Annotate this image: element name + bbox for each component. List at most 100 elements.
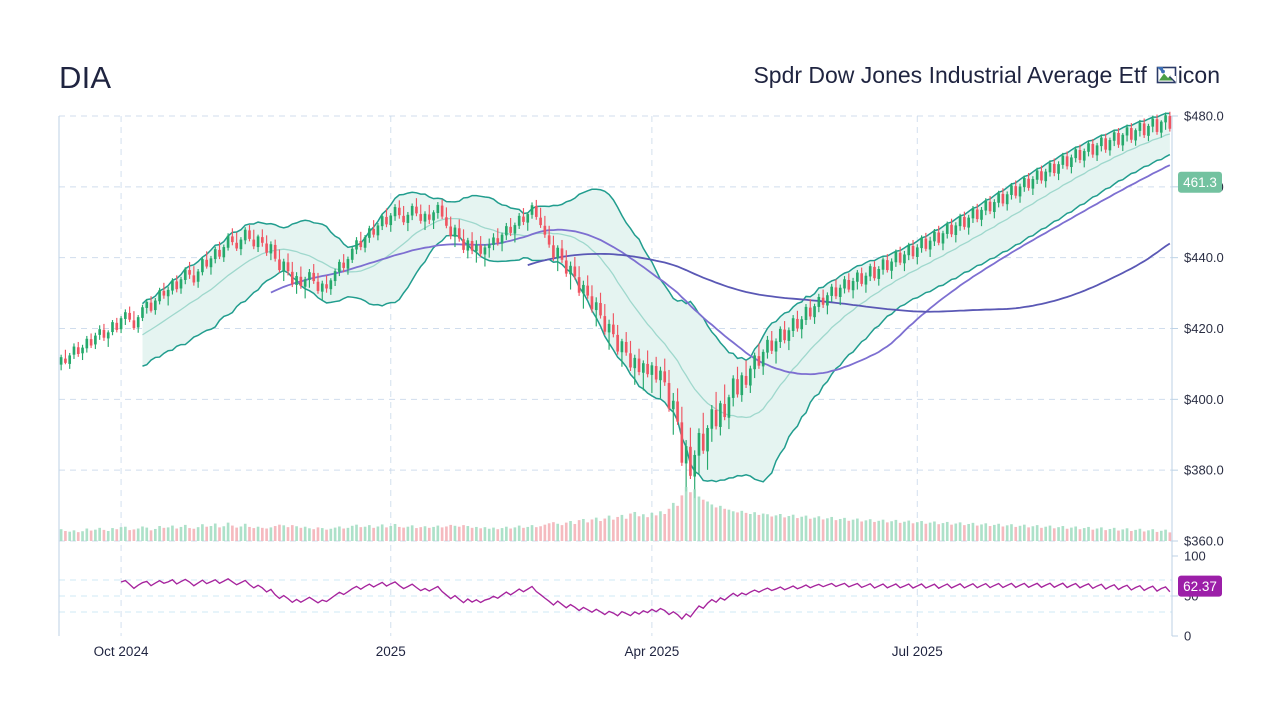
candle-body	[928, 240, 932, 250]
volume-bar	[526, 526, 530, 541]
volume-bar	[612, 519, 615, 541]
candle-body	[432, 212, 435, 221]
company-name: Spdr Dow Jones Industrial Average Etf	[753, 62, 1147, 88]
volume-bar	[153, 528, 157, 541]
candle-body	[1155, 119, 1159, 132]
volume-bar	[1044, 526, 1048, 541]
candle-body	[534, 205, 538, 217]
volume-bar	[650, 512, 654, 541]
volume-bar	[967, 523, 970, 541]
candle-body	[753, 355, 756, 370]
volume-bar	[68, 531, 72, 541]
candle-body	[808, 307, 812, 317]
volume-bar	[290, 525, 294, 541]
candle-body	[817, 296, 821, 307]
volume-bar	[457, 526, 461, 541]
volume-bar	[162, 527, 166, 541]
volume-bar	[1040, 527, 1043, 541]
volume-bar	[1138, 528, 1142, 541]
candle-body	[355, 240, 358, 250]
volume-bar	[684, 487, 688, 541]
volume-bar	[868, 519, 872, 541]
candle-body	[85, 338, 89, 349]
volume-bar	[988, 526, 992, 541]
volume-bar	[1125, 528, 1129, 541]
candle-body	[607, 323, 611, 333]
company-title-group: Spdr Dow Jones Industrial Average Etf ic…	[753, 64, 1220, 87]
volume-bar	[1155, 531, 1159, 541]
volume-bar	[72, 530, 76, 541]
volume-bar	[800, 516, 804, 541]
x-axis-tick-label: Jul 2025	[892, 644, 943, 659]
candle-body	[907, 245, 911, 256]
volume-bar	[1134, 529, 1137, 541]
candle-body	[843, 279, 846, 289]
volume-bar	[141, 526, 144, 541]
candle-body	[265, 243, 268, 253]
volume-bar	[920, 521, 923, 541]
candle-body	[509, 226, 512, 233]
volume-bar	[415, 528, 418, 541]
volume-bar	[85, 528, 89, 541]
volume-layer	[59, 487, 1172, 541]
candle-body	[761, 351, 765, 367]
candle-body	[320, 283, 324, 292]
candle-body	[1014, 186, 1018, 196]
candle-body	[693, 454, 697, 477]
volume-bar	[64, 531, 67, 541]
candle-body	[612, 324, 615, 335]
volume-bar	[890, 521, 893, 541]
volume-bar	[663, 514, 667, 541]
volume-bar	[509, 528, 512, 541]
volume-bar	[188, 528, 191, 541]
candle-body	[359, 241, 363, 248]
candle-body	[389, 215, 393, 226]
volume-bar	[980, 524, 983, 541]
candle-body	[141, 307, 144, 318]
volume-bar	[432, 526, 435, 541]
volume-bar	[791, 514, 795, 541]
current-price-badge-bg	[1178, 171, 1222, 193]
candle-body	[569, 265, 572, 275]
candle-body	[153, 300, 157, 311]
volume-bar	[59, 529, 63, 541]
candle-body	[1104, 138, 1107, 150]
candle-body	[980, 209, 983, 220]
volume-bar	[680, 495, 684, 541]
candle-body	[235, 242, 238, 249]
candle-body	[706, 428, 709, 452]
volume-bar	[171, 525, 174, 541]
volume-bar	[624, 518, 628, 541]
volume-bar	[907, 520, 911, 541]
candle-body	[988, 201, 992, 212]
candle-body	[915, 247, 919, 257]
volume-bar	[205, 526, 209, 541]
volume-bar	[111, 528, 114, 541]
volume-bar	[393, 523, 397, 541]
volume-bar	[941, 523, 945, 541]
volume-bar	[975, 525, 979, 541]
candle-body	[667, 383, 671, 409]
volume-bar	[860, 521, 863, 541]
candle-body	[1087, 143, 1090, 152]
candle-body	[838, 287, 842, 297]
volume-bar	[830, 516, 833, 541]
candle-body	[740, 375, 744, 396]
candle-body	[483, 247, 487, 255]
volume-bar	[817, 516, 821, 541]
volume-bar	[599, 521, 602, 541]
candle-body	[993, 202, 996, 212]
candle-body	[676, 401, 679, 422]
candle-body	[898, 252, 902, 263]
candle-body	[278, 259, 281, 271]
volume-bar	[1010, 524, 1013, 541]
candle-body	[1027, 178, 1030, 188]
volume-bar	[1142, 531, 1146, 541]
candle-body	[791, 318, 795, 331]
candle-body	[423, 213, 427, 222]
candle-body	[213, 249, 217, 260]
candle-body	[1001, 193, 1005, 204]
candle-body	[975, 209, 979, 220]
